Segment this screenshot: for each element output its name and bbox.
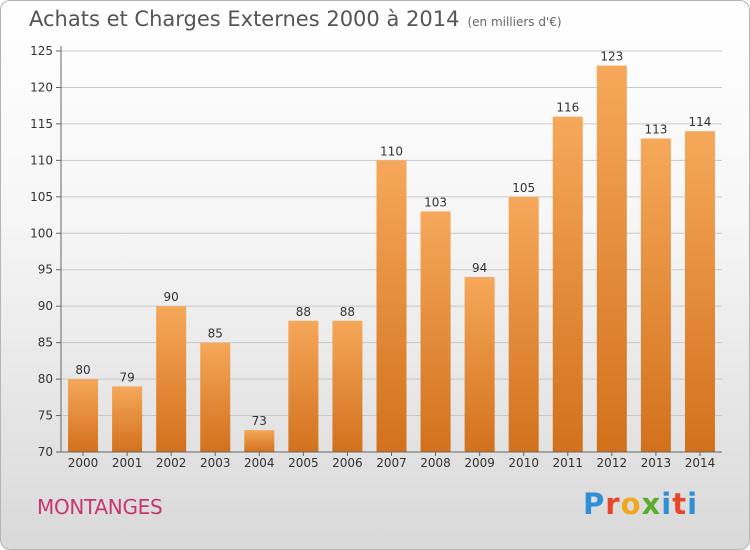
- bar-value-label: 110: [380, 144, 403, 158]
- bar-2002: [156, 306, 187, 452]
- bar-2005: [288, 320, 319, 452]
- bar-2007: [376, 160, 407, 452]
- y-tick-label: 125: [30, 44, 53, 58]
- bar-2003: [200, 342, 231, 452]
- bar-value-label: 88: [340, 305, 355, 319]
- x-tick-label: 2007: [376, 456, 407, 470]
- bar-value-label: 90: [164, 290, 179, 304]
- logo-letter: t: [672, 487, 688, 521]
- x-tick-label: 2012: [597, 456, 628, 470]
- y-tick-label: 70: [38, 445, 53, 459]
- bar-2001: [112, 386, 143, 452]
- logo-letter: o: [620, 487, 642, 521]
- y-tick-label: 110: [30, 153, 53, 167]
- bar-value-label: 105: [512, 181, 535, 195]
- logo-letter: r: [605, 487, 621, 521]
- bar-value-label: 103: [424, 195, 447, 209]
- chart-subtitle: (en milliers d'€): [467, 15, 562, 29]
- x-tick-label: 2000: [68, 456, 99, 470]
- bar-value-label: 85: [208, 327, 223, 341]
- bar-value-label: 79: [119, 370, 134, 384]
- y-tick-label: 100: [30, 226, 53, 240]
- bar-value-label: 94: [472, 261, 487, 275]
- proxiti-logo[interactable]: Proxiti: [583, 487, 698, 521]
- y-tick-label: 115: [30, 117, 53, 131]
- x-tick-label: 2006: [332, 456, 363, 470]
- x-tick-label: 2005: [288, 456, 319, 470]
- bar-2012: [596, 65, 627, 452]
- y-tick-label: 95: [38, 263, 53, 277]
- bar-value-label: 116: [556, 101, 579, 115]
- bar-value-label: 88: [296, 305, 311, 319]
- logo-letter: P: [583, 487, 606, 521]
- logo-letter: i: [661, 487, 673, 521]
- bar-2009: [464, 277, 495, 452]
- bar-2000: [68, 379, 99, 452]
- commune-name: MONTANGES: [37, 495, 163, 519]
- y-tick-label: 85: [38, 336, 53, 350]
- chart-title-text: Achats et Charges Externes 2000 à 2014: [29, 7, 460, 31]
- bar-2014: [684, 131, 715, 452]
- bar-2008: [420, 211, 451, 452]
- logo-letter: i: [687, 487, 699, 521]
- bar-value-label: 73: [252, 414, 267, 428]
- x-tick-label: 2011: [552, 456, 583, 470]
- x-tick-label: 2013: [641, 456, 672, 470]
- y-tick-label: 105: [30, 190, 53, 204]
- chart-title: Achats et Charges Externes 2000 à 2014 (e…: [29, 7, 562, 31]
- y-tick-label: 90: [38, 299, 53, 313]
- bar-value-label: 80: [75, 363, 90, 377]
- y-tick-label: 120: [30, 80, 53, 94]
- x-tick-label: 2010: [508, 456, 539, 470]
- x-tick-label: 2001: [112, 456, 143, 470]
- bar-value-label: 113: [644, 122, 667, 136]
- bar-value-label: 114: [689, 115, 712, 129]
- x-tick-label: 2014: [685, 456, 716, 470]
- bar-value-label: 123: [600, 50, 623, 64]
- logo-letter: x: [641, 487, 662, 521]
- y-tick-label: 75: [38, 409, 53, 423]
- x-tick-label: 2009: [464, 456, 495, 470]
- bar-2013: [640, 138, 671, 452]
- x-tick-label: 2003: [200, 456, 231, 470]
- x-tick-label: 2002: [156, 456, 187, 470]
- bar-2006: [332, 320, 363, 452]
- bar-2011: [552, 116, 583, 453]
- bar-2010: [508, 196, 539, 452]
- x-tick-label: 2004: [244, 456, 275, 470]
- bar-2004: [244, 430, 275, 452]
- y-tick-label: 80: [38, 372, 53, 386]
- x-tick-label: 2008: [420, 456, 451, 470]
